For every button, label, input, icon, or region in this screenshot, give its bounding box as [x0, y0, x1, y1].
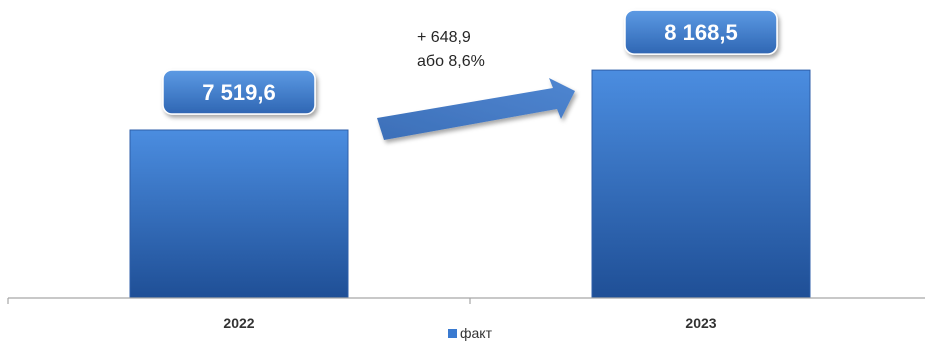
data-label-box-2022	[162, 69, 316, 115]
x-tick-label-2023: 2023	[685, 315, 716, 331]
annotation-line-1: + 648,9	[417, 29, 471, 46]
data-labels-group: 7 519,6 8 168,5	[162, 9, 778, 115]
bar-2023	[591, 69, 811, 299]
tick-labels-group: 2022 2023	[223, 315, 716, 331]
data-label-2023: 8 168,5	[664, 20, 737, 45]
data-label-2022: 7 519,6	[202, 80, 275, 105]
data-label-box-2023	[624, 9, 778, 55]
growth-annotation: + 648,9 або 8,6%	[377, 29, 575, 140]
bars-group	[129, 69, 811, 299]
x-tick-label-2022: 2022	[223, 315, 254, 331]
legend-swatch	[448, 329, 457, 338]
annotation-line-2: або 8,6%	[417, 53, 485, 70]
legend-label: факт	[460, 325, 493, 341]
legend: факт	[448, 325, 493, 341]
growth-arrow	[377, 78, 575, 140]
bar-2022	[129, 129, 349, 299]
